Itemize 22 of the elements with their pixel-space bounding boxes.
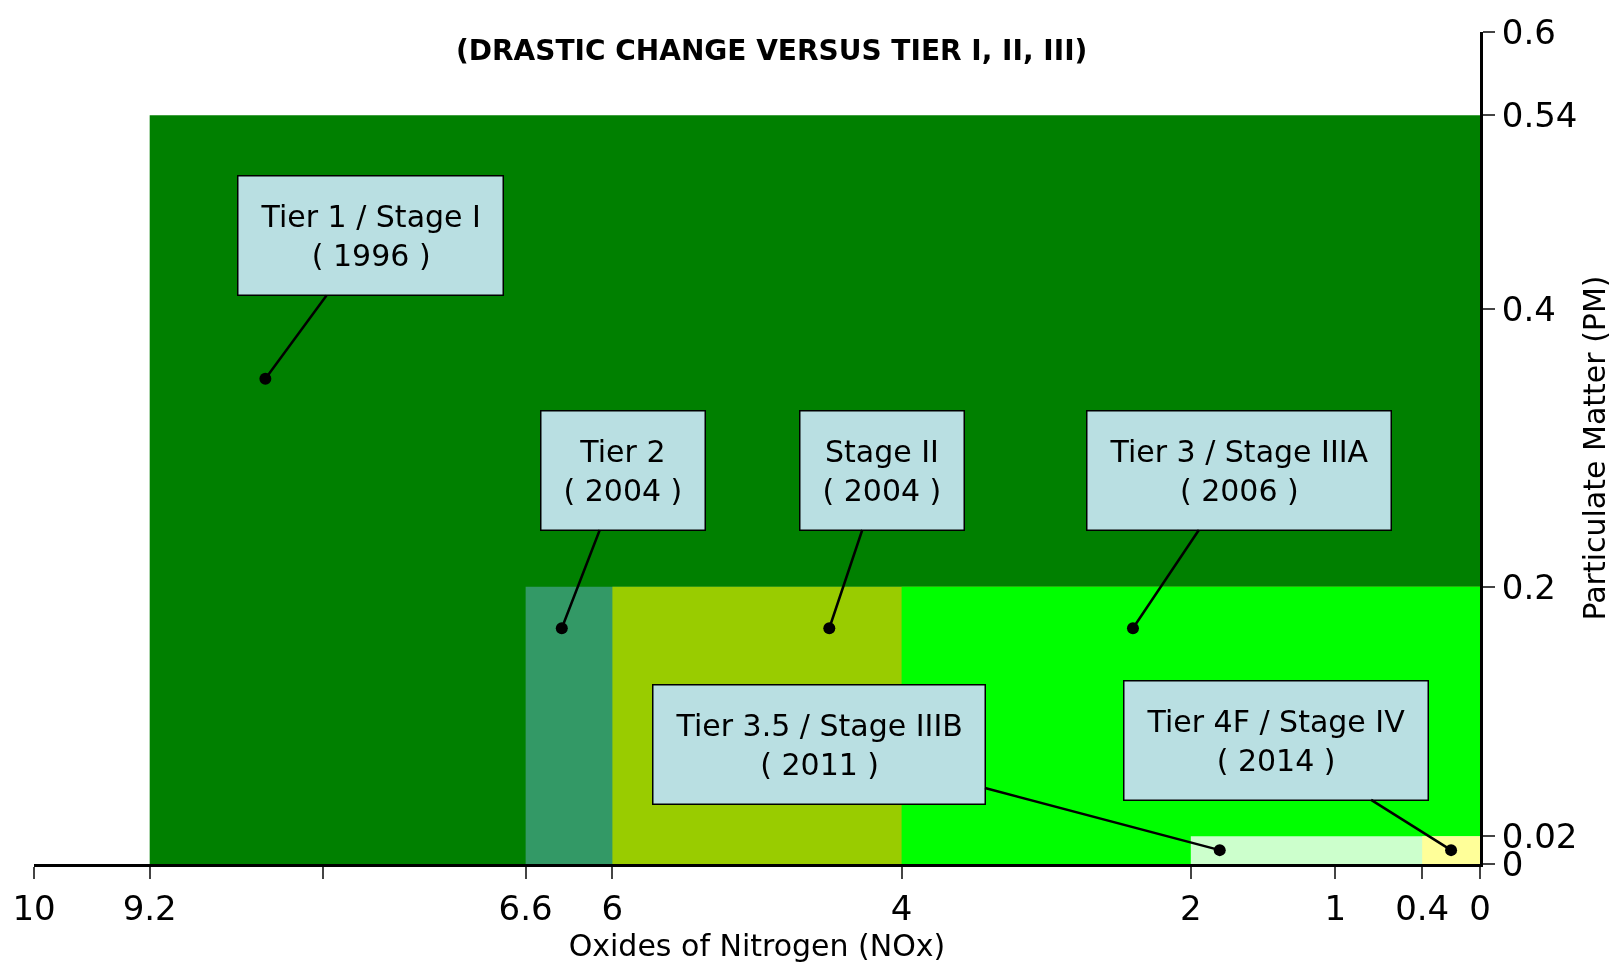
annotation: Tier 3 / Stage IIIA ( 2006 )	[1109, 433, 1369, 508]
annotation: Tier 3.5 / Stage IIIB ( 2011 )	[675, 707, 963, 782]
x-tick-label: 0	[1469, 887, 1491, 928]
y-tick-label: 0.2	[1501, 566, 1556, 607]
x-tick-label: 1	[1324, 887, 1347, 928]
x-tick-label: 6	[601, 887, 624, 928]
y-axis-title: Particulate Matter (PM)	[1577, 275, 1612, 621]
annotation: Tier 1 / Stage I ( 1996 )	[260, 198, 481, 273]
x-tick-label: 0.4	[1395, 887, 1450, 928]
annotation: Tier 2 ( 2004 )	[563, 433, 683, 508]
y-tick-label: 0.6	[1501, 11, 1556, 52]
annotation: Tier 4F / Stage IV ( 2014 )	[1146, 703, 1406, 778]
x-tick-label: 9.2	[122, 887, 177, 928]
x-tick-label: 4	[890, 887, 913, 928]
chart-title: (DRASTIC CHANGE VERSUS TIER I, II, III)	[456, 34, 1088, 67]
x-axis-title: Oxides of Nitrogen (NOx)	[568, 927, 946, 963]
x-tick-label: 2	[1179, 887, 1202, 928]
y-tick-label: 0.54	[1501, 95, 1578, 136]
y-tick-label: 0.4	[1501, 289, 1556, 330]
annotation: Stage II ( 2004 )	[822, 433, 942, 508]
x-tick-label: 6.6	[498, 887, 553, 928]
x-tick-label: 10	[12, 887, 56, 928]
